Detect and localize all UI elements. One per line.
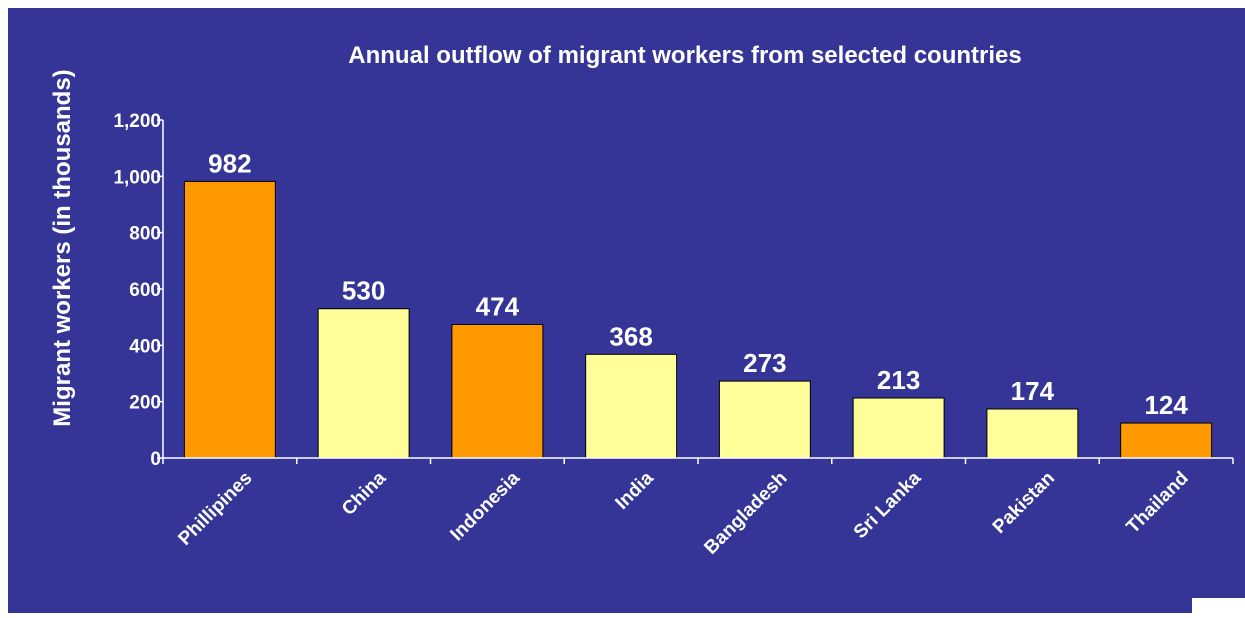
bar-bangladesh [718, 380, 811, 459]
data-label: 273 [743, 348, 786, 378]
y-axis: 0 200 400 600 800 1,000 1,200 [113, 111, 164, 470]
bar-thailand [1120, 422, 1213, 459]
bar-india [585, 353, 678, 459]
y-tick-label: 800 [129, 224, 161, 245]
y-tick-label: 200 [129, 393, 161, 414]
corner-patch [1192, 598, 1245, 613]
y-tick-label: 1,000 [113, 167, 161, 188]
bar-china [317, 308, 410, 459]
bar-sri-lanka [852, 397, 945, 459]
data-label: 124 [1144, 390, 1188, 420]
y-tick-label: 1,200 [113, 111, 161, 132]
bar-phillipines [183, 180, 276, 459]
bar-pakistan [986, 408, 1079, 459]
y-axis-label: Migrant workers (in thousands) [49, 69, 76, 426]
data-labels: 982 530 474 368 273 213 174 124 [208, 148, 1188, 420]
y-tick-label: 400 [129, 336, 161, 357]
data-label: 530 [342, 276, 385, 306]
data-label: 368 [609, 321, 652, 351]
data-label: 474 [476, 291, 520, 321]
data-label: 982 [208, 148, 251, 178]
data-label: 174 [1011, 376, 1055, 406]
y-tick-label: 0 [150, 449, 161, 470]
y-tick-label: 600 [129, 280, 161, 301]
data-label: 213 [877, 365, 920, 395]
bars [183, 180, 1213, 459]
bar-indonesia [451, 323, 544, 459]
chart-title: Annual outflow of migrant workers from s… [348, 42, 1021, 69]
